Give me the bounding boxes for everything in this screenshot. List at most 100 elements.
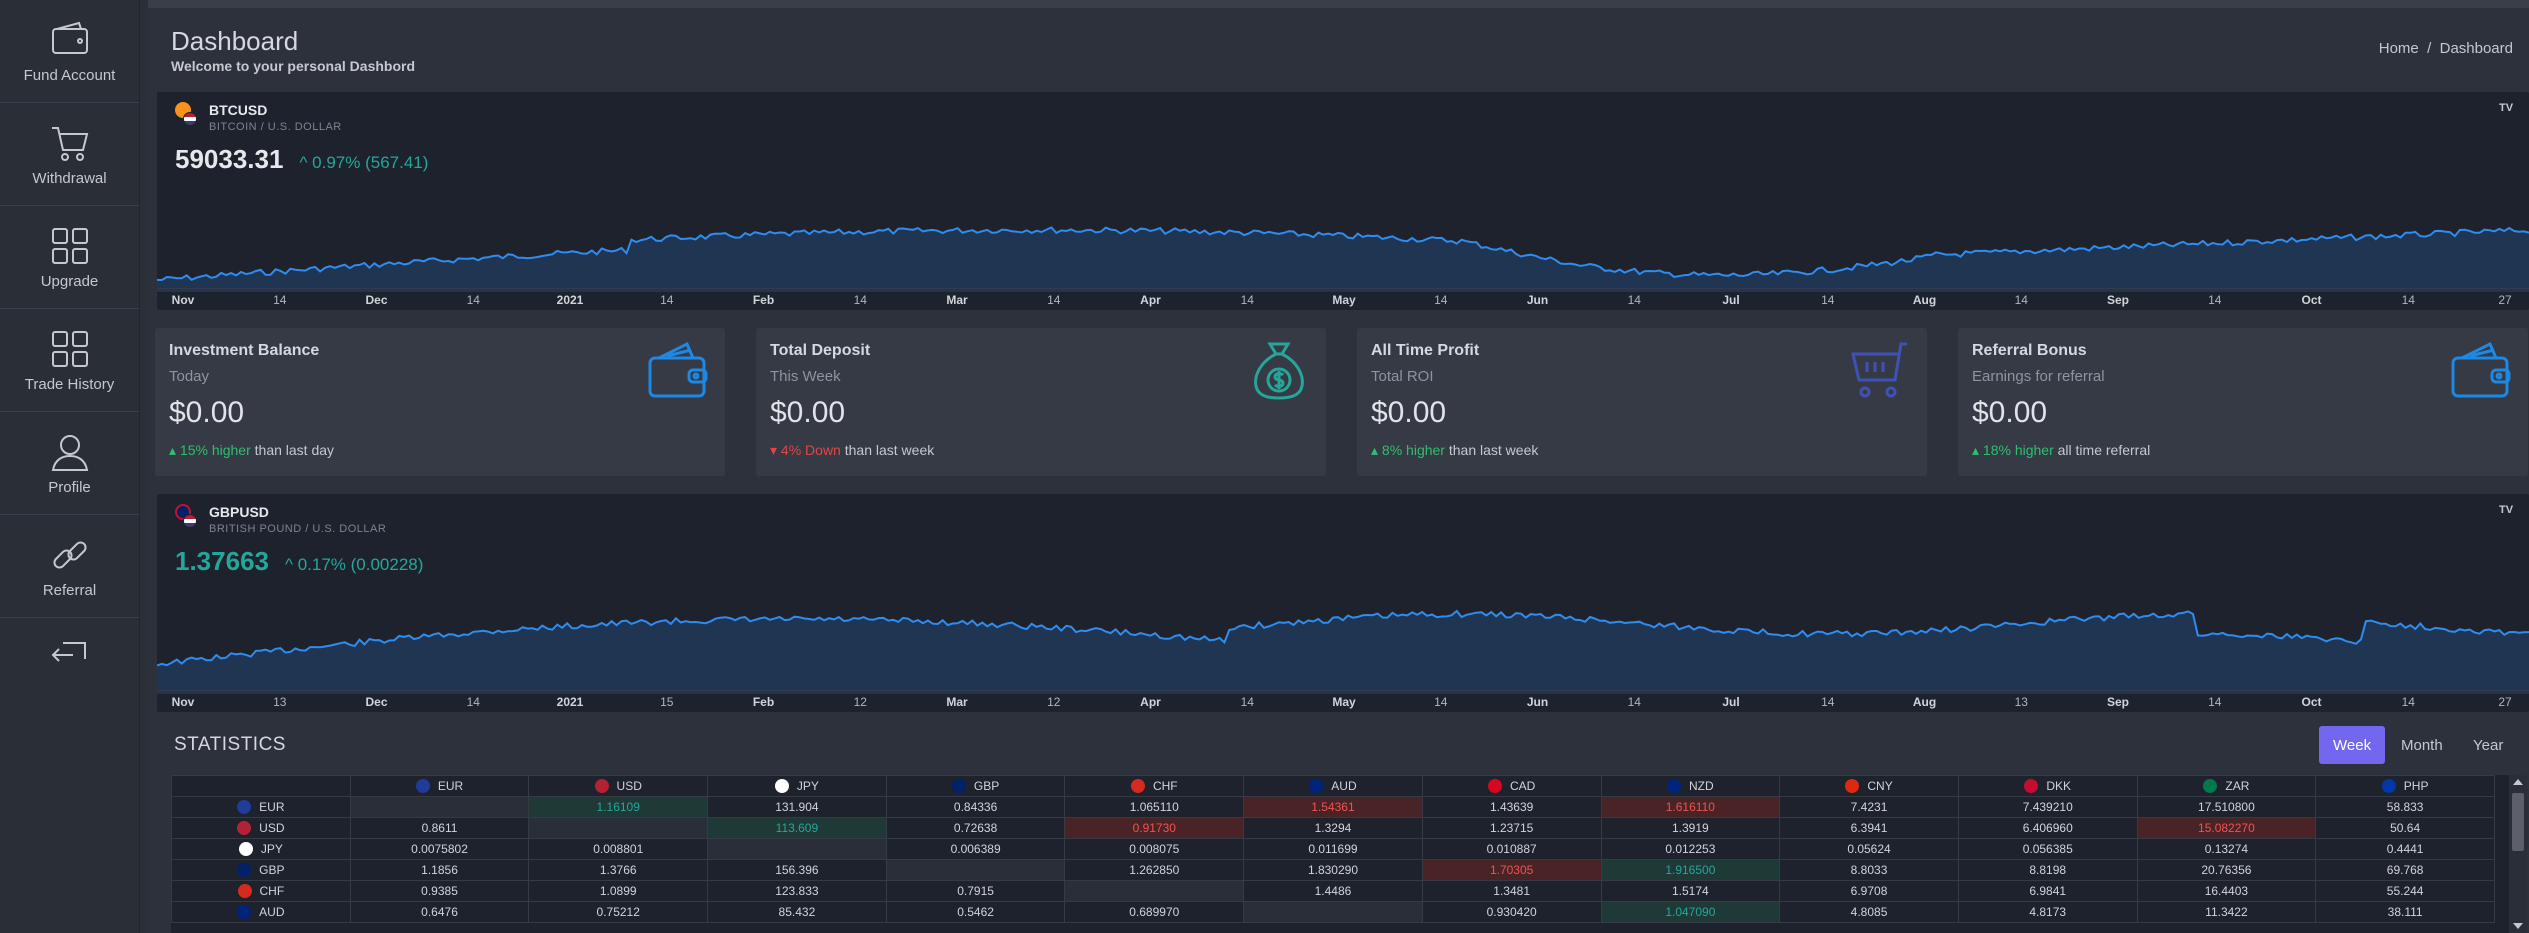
column-header-aud[interactable]: AUD — [1243, 775, 1423, 797]
rate-cell[interactable]: 0.008801 — [528, 838, 709, 860]
rate-cell[interactable]: 0.9385 — [349, 880, 530, 902]
cross-rates-table-widget[interactable]: EUR USD JPY GBP CHF AUD CAD NZD CNY DKK ZAR PHP EUR 1… — [171, 775, 2527, 933]
column-header-usd[interactable]: USD — [528, 775, 709, 797]
rate-cell[interactable]: 0.91730 — [1064, 817, 1245, 839]
sidebar-item-logout[interactable] — [0, 618, 139, 688]
rate-cell[interactable]: 0.05624 — [1779, 838, 1959, 860]
rate-cell[interactable]: 1.70305 — [1421, 859, 1602, 881]
rate-cell[interactable]: 1.3919 — [1600, 817, 1781, 839]
rate-cell[interactable]: 1.916500 — [1600, 859, 1781, 881]
column-header-nzd[interactable]: NZD — [1600, 775, 1781, 797]
rate-cell[interactable] — [528, 817, 709, 839]
rate-cell[interactable]: 17.510800 — [2136, 796, 2317, 818]
rate-cell[interactable]: 0.5462 — [885, 901, 1066, 923]
column-header-chf[interactable]: CHF — [1064, 775, 1245, 797]
rate-cell[interactable]: 16.4403 — [2136, 880, 2317, 902]
column-header-zar[interactable]: ZAR — [2136, 775, 2317, 797]
column-header-cad[interactable]: CAD — [1421, 775, 1602, 797]
rate-cell[interactable]: 1.616110 — [1600, 796, 1781, 818]
rate-cell[interactable] — [349, 796, 530, 818]
rate-cell[interactable]: 0.4441 — [2315, 838, 2495, 860]
rate-cell[interactable]: 55.244 — [2315, 880, 2495, 902]
tradingview-logo-icon[interactable]: TV — [2499, 504, 2514, 516]
rate-cell[interactable] — [885, 859, 1066, 881]
rate-cell[interactable]: 4.8085 — [1779, 901, 1959, 923]
row-header-chf[interactable]: CHF — [171, 880, 351, 902]
rate-cell[interactable] — [707, 838, 887, 860]
rate-cell[interactable]: 0.012253 — [1600, 838, 1781, 860]
rate-cell[interactable]: 131.904 — [707, 796, 887, 818]
row-header-usd[interactable]: USD — [171, 817, 351, 839]
row-header-aud[interactable]: AUD — [171, 901, 351, 923]
gbpusd-chart-widget[interactable]: GBPUSD BRITISH POUND / U.S. DOLLAR 1.376… — [157, 494, 2529, 712]
sidebar-item-fund-account[interactable]: Fund Account — [0, 0, 139, 103]
scrollbar-thumb[interactable] — [2512, 793, 2524, 851]
row-header-jpy[interactable]: JPY — [171, 838, 351, 860]
rate-cell[interactable]: 6.9841 — [1957, 880, 2138, 902]
rate-cell[interactable]: 11.3422 — [2136, 901, 2317, 923]
rate-cell[interactable]: 1.0899 — [528, 880, 709, 902]
rate-cell[interactable]: 0.008075 — [1064, 838, 1245, 860]
rate-cell[interactable]: 15.082270 — [2136, 817, 2317, 839]
rate-cell[interactable]: 1.3766 — [528, 859, 709, 881]
rate-cell[interactable]: 85.432 — [707, 901, 887, 923]
rate-cell[interactable]: 0.8611 — [349, 817, 530, 839]
sidebar-item-upgrade[interactable]: Upgrade — [0, 206, 139, 309]
rate-cell[interactable] — [1064, 880, 1245, 902]
period-month-button[interactable]: Month — [2401, 736, 2443, 754]
rate-cell[interactable]: 123.833 — [707, 880, 887, 902]
rate-cell[interactable]: 8.8198 — [1957, 859, 2138, 881]
tradingview-logo-icon[interactable]: TV — [2499, 102, 2514, 114]
rate-cell[interactable]: 69.768 — [2315, 859, 2495, 881]
rate-cell[interactable]: 1.065110 — [1064, 796, 1245, 818]
rate-cell[interactable]: 0.010887 — [1421, 838, 1602, 860]
rate-cell[interactable]: 58.833 — [2315, 796, 2495, 818]
column-header-gbp[interactable]: GBP — [885, 775, 1066, 797]
rate-cell[interactable]: 0.75212 — [528, 901, 709, 923]
rate-cell[interactable]: 0.0075802 — [349, 838, 530, 860]
period-year-button[interactable]: Year — [2473, 736, 2504, 754]
period-week-button[interactable]: Week — [2319, 726, 2386, 764]
row-header-eur[interactable]: EUR — [171, 796, 351, 818]
sidebar-item-referral[interactable]: Referral — [0, 515, 139, 618]
column-header-cny[interactable]: CNY — [1779, 775, 1959, 797]
rate-cell[interactable] — [1243, 901, 1423, 923]
rate-cell[interactable]: 113.609 — [707, 817, 887, 839]
column-header-dkk[interactable]: DKK — [1957, 775, 2138, 797]
rate-cell[interactable]: 0.6476 — [349, 901, 530, 923]
rate-cell[interactable]: 1.5174 — [1600, 880, 1781, 902]
btcusd-chart-widget[interactable]: BTCUSD BITCOIN / U.S. DOLLAR 59033.31 ^ … — [157, 92, 2529, 310]
rate-cell[interactable]: 50.64 — [2315, 817, 2495, 839]
rate-cell[interactable]: 20.76356 — [2136, 859, 2317, 881]
rate-cell[interactable]: 0.84336 — [885, 796, 1066, 818]
column-header-php[interactable]: PHP — [2315, 775, 2495, 797]
rate-cell[interactable]: 1.3294 — [1243, 817, 1423, 839]
rate-cell[interactable]: 6.406960 — [1957, 817, 2138, 839]
sidebar-item-withdrawal[interactable]: Withdrawal — [0, 103, 139, 206]
sidebar-item-trade-history[interactable]: Trade History — [0, 309, 139, 412]
rate-cell[interactable]: 0.056385 — [1957, 838, 2138, 860]
rate-cell[interactable]: 1.16109 — [528, 796, 709, 818]
row-header-gbp[interactable]: GBP — [171, 859, 351, 881]
rate-cell[interactable]: 0.006389 — [885, 838, 1066, 860]
rate-cell[interactable]: 7.4231 — [1779, 796, 1959, 818]
rate-cell[interactable]: 0.011699 — [1243, 838, 1423, 860]
rate-cell[interactable]: 1.23715 — [1421, 817, 1602, 839]
scroll-up-icon[interactable] — [2513, 779, 2523, 785]
rate-cell[interactable]: 1.047090 — [1600, 901, 1781, 923]
rate-cell[interactable]: 1.3481 — [1421, 880, 1602, 902]
rate-cell[interactable]: 156.396 — [707, 859, 887, 881]
sidebar-item-profile[interactable]: Profile — [0, 412, 139, 515]
rate-cell[interactable]: 1.830290 — [1243, 859, 1423, 881]
rate-cell[interactable]: 6.9708 — [1779, 880, 1959, 902]
rate-cell[interactable]: 1.43639 — [1421, 796, 1602, 818]
table-scrollbar[interactable] — [2509, 775, 2527, 933]
rate-cell[interactable]: 8.8033 — [1779, 859, 1959, 881]
scroll-down-icon[interactable] — [2513, 923, 2523, 929]
rate-cell[interactable]: 0.72638 — [885, 817, 1066, 839]
rate-cell[interactable]: 1.54361 — [1243, 796, 1423, 818]
column-header-eur[interactable]: EUR — [349, 775, 530, 797]
rate-cell[interactable]: 0.7915 — [885, 880, 1066, 902]
rate-cell[interactable]: 38.111 — [2315, 901, 2495, 923]
rate-cell[interactable]: 1.4486 — [1243, 880, 1423, 902]
